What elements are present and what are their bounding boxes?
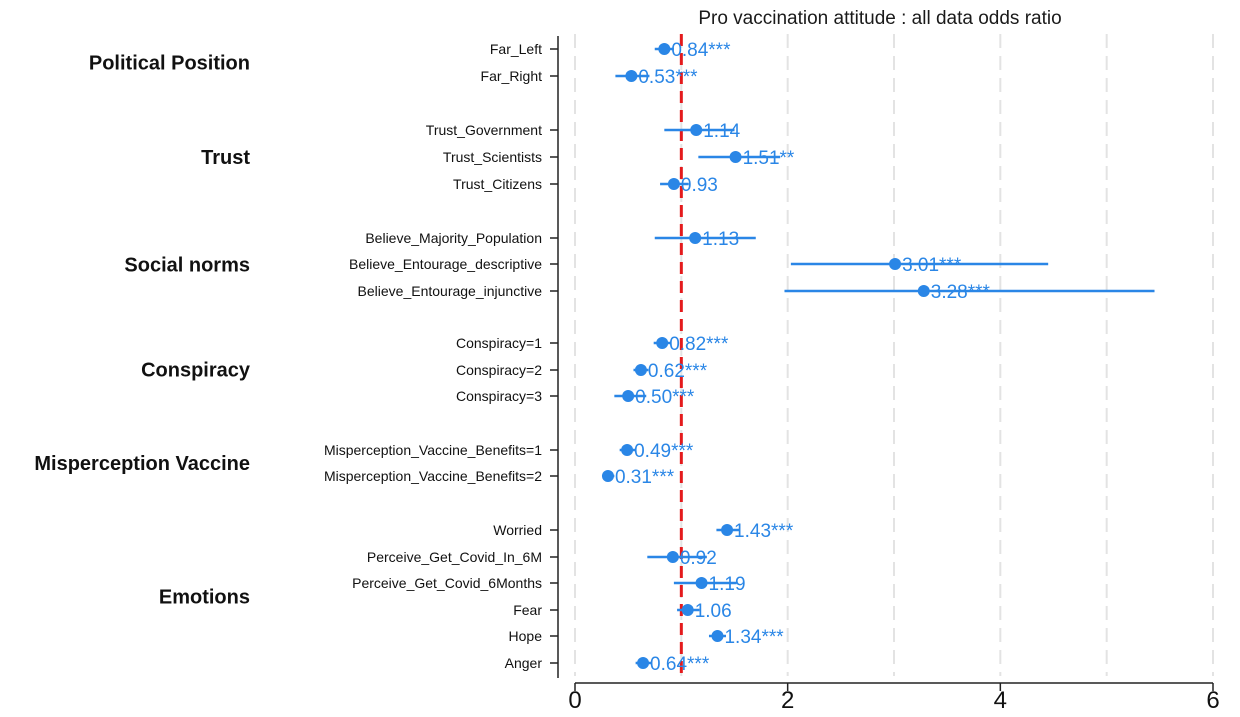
row-label: Perceive_Get_Covid_6Months [352, 575, 542, 591]
row-label: Hope [509, 628, 543, 644]
point-estimate [666, 551, 679, 563]
point-estimate [634, 364, 647, 376]
data-label: 1.19 [709, 574, 746, 595]
data-label: 3.01*** [902, 255, 962, 276]
row-label: Far_Right [481, 68, 543, 84]
group-label: Emotions [159, 587, 250, 609]
row-label: Believe_Majority_Population [365, 230, 542, 246]
row-label: Trust_Scientists [443, 149, 542, 165]
group-label: Political Position [89, 53, 250, 75]
data-label: 3.28*** [931, 282, 991, 303]
point-estimate [681, 604, 694, 616]
row-label: Far_Left [490, 41, 542, 57]
point-estimate [711, 630, 724, 642]
point-estimate [695, 577, 708, 589]
point-estimate [917, 285, 930, 297]
point-estimate [622, 390, 635, 402]
row-label: Anger [505, 655, 543, 671]
row-label: Conspiracy=1 [456, 335, 542, 351]
row-label: Trust_Government [426, 122, 542, 138]
data-label: 1.06 [695, 601, 732, 622]
row-label: Believe_Entourage_injunctive [358, 283, 543, 299]
row-label: Conspiracy=2 [456, 362, 542, 378]
group-label: Social norms [124, 255, 250, 277]
x-tick-label: 6 [1206, 687, 1219, 714]
data-label: 0.62*** [648, 361, 708, 382]
row-label: Perceive_Get_Covid_In_6M [367, 549, 542, 565]
data-label: 0.64*** [650, 654, 710, 675]
row-label: Fear [513, 602, 542, 618]
x-tick-label: 4 [994, 687, 1007, 714]
row-label: Worried [493, 522, 542, 538]
point-estimate [667, 178, 680, 190]
row-label: Misperception_Vaccine_Benefits=1 [324, 442, 542, 458]
data-marks: 0.84*** 0.53*** 1.141.51** 0.93 1.13 3.01*** 3… [601, 40, 1155, 675]
data-label: 0.92 [680, 548, 717, 569]
data-label: 0.93 [681, 175, 718, 196]
point-estimate [656, 337, 669, 349]
data-label: 1.34*** [724, 627, 784, 648]
point-estimate [729, 151, 742, 163]
point-estimate [689, 232, 702, 244]
row-label: Believe_Entourage_descriptive [349, 256, 542, 272]
point-estimate [690, 124, 703, 136]
point-estimate [721, 524, 734, 536]
data-label: 0.50*** [635, 387, 695, 408]
data-label: 1.43*** [734, 521, 794, 542]
x-tick-label: 0 [568, 687, 581, 714]
point-estimate [637, 657, 650, 669]
point-estimate [625, 70, 638, 82]
group-label: Trust [201, 147, 250, 169]
group-label: Misperception Vaccine [34, 453, 250, 475]
row-label: Conspiracy=3 [456, 388, 542, 404]
point-estimate [621, 444, 634, 456]
row-label: Misperception_Vaccine_Benefits=2 [324, 468, 542, 484]
data-label: 0.49*** [634, 441, 694, 462]
chart-title: Pro vaccination attitude : all data odds… [698, 8, 1061, 29]
data-label: 1.13 [702, 229, 739, 250]
data-label: 0.31*** [615, 467, 675, 488]
data-label: 0.53*** [638, 67, 698, 88]
data-label: 1.14 [703, 121, 740, 142]
point-estimate [601, 470, 614, 482]
axes: 0 2 4 6 [550, 36, 1220, 714]
x-tick-label: 2 [781, 687, 794, 714]
data-label: 1.51** [743, 148, 795, 169]
group-label: Conspiracy [141, 360, 251, 382]
point-estimate [889, 258, 902, 270]
point-estimate [658, 43, 671, 55]
data-label: 0.82*** [669, 334, 729, 355]
row-labels: Far_Left Far_Right Trust_Government Trust_S… [324, 41, 542, 671]
row-label: Trust_Citizens [453, 176, 542, 192]
group-labels: Political Position Trust Social norms Consp… [34, 53, 251, 609]
data-label: 0.84*** [671, 40, 731, 61]
